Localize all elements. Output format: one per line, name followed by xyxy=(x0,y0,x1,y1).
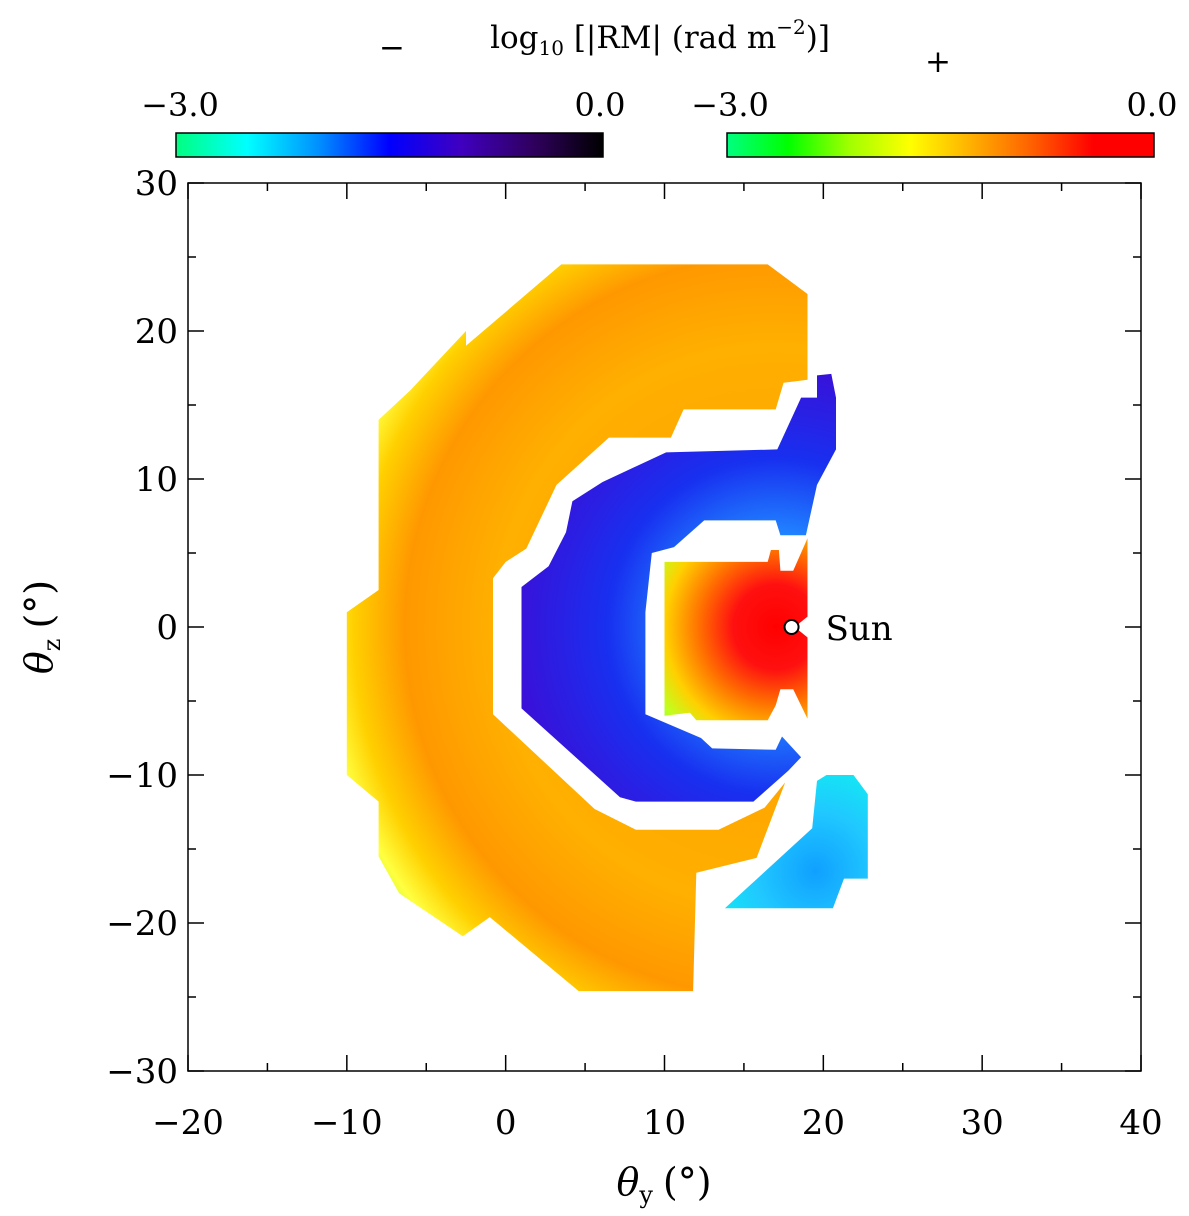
colorbar-negative-max-label: 0.0 xyxy=(575,86,626,124)
y-tick-label: −20 xyxy=(106,904,178,944)
colorbar-positive: −3.0 0.0 xyxy=(691,86,1178,158)
colorbar-positive-bar xyxy=(726,132,1155,158)
colorbar-plus-sign: + xyxy=(925,44,951,80)
x-tick-label: 10 xyxy=(643,1103,686,1143)
x-tick-labels: −20 −10 0 10 20 30 40 xyxy=(152,1103,1163,1143)
y-axis-title: θz(°) xyxy=(17,580,66,674)
colorbar-title: log10 [|RM| (rad m−2)] xyxy=(490,15,830,60)
y-tick-label: 30 xyxy=(135,164,178,204)
region-inner-red xyxy=(664,538,808,721)
y-tick-label: 10 xyxy=(135,460,178,500)
colorbar-negative-bar xyxy=(175,132,604,158)
y-tick-label: 0 xyxy=(156,608,178,648)
sun-label: Sun xyxy=(826,609,893,649)
sun-marker xyxy=(783,619,800,635)
y-tick-label: −10 xyxy=(106,756,178,796)
colorbar-negative-min-label: −3.0 xyxy=(141,86,219,124)
x-tick-label: 30 xyxy=(961,1103,1004,1143)
y-tick-labels: −30 −20 −10 0 10 20 30 xyxy=(106,164,178,1092)
colorbar-positive-min-label: −3.0 xyxy=(691,86,769,124)
x-tick-label: 20 xyxy=(802,1103,845,1143)
colorbar-minus-sign: − xyxy=(379,30,405,66)
colorbar-title-group: − log10 [|RM| (rad m−2)] + xyxy=(379,15,951,80)
sun-annotation: Sun xyxy=(783,609,893,649)
colorbar-positive-max-label: 0.0 xyxy=(1127,86,1178,124)
x-axis-title: θy (°) xyxy=(616,1160,711,1209)
colorbar-negative: −3.0 0.0 xyxy=(141,86,626,158)
region-lower-cyan xyxy=(724,775,868,909)
region-arc-blue xyxy=(521,373,836,802)
y-tick-label: −30 xyxy=(106,1052,178,1092)
y-tick-label: 20 xyxy=(135,312,178,352)
x-tick-label: −10 xyxy=(311,1103,383,1143)
x-tick-label: 40 xyxy=(1119,1103,1162,1143)
region-arc-outer xyxy=(346,264,808,992)
heatmap-regions xyxy=(346,264,868,992)
axis-ticks xyxy=(187,182,1142,1072)
x-tick-label: 0 xyxy=(495,1103,517,1143)
x-tick-label: −20 xyxy=(152,1103,224,1143)
